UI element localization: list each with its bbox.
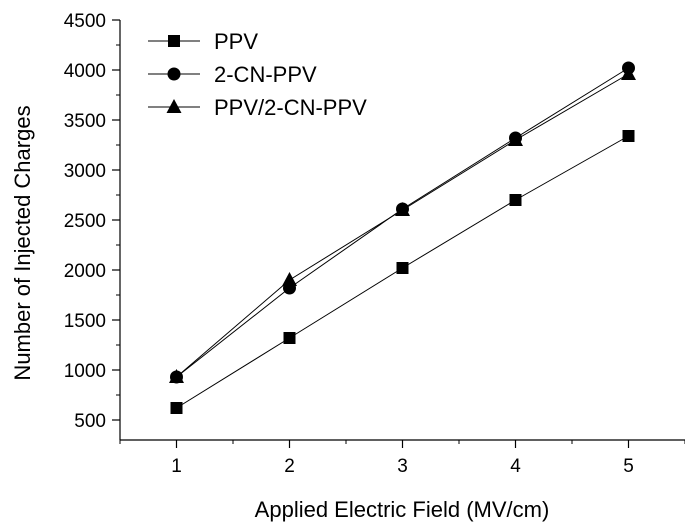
y-tick-label-2500: 2500 — [64, 211, 106, 232]
x-tick-label-5: 5 — [623, 456, 634, 477]
x-axis-label: Applied Electric Field (MV/cm) — [255, 497, 550, 522]
legend: PPV 2-CN-PPV PPV/2-CN-PPV — [148, 29, 367, 120]
legend-label: 2-CN-PPV — [214, 62, 317, 87]
legend-marker — [166, 99, 182, 113]
data-point — [170, 402, 183, 414]
axes: 500 1000 1500 2000 2500 3000 3500 4000 4500 1 2 3 4 5 — [64, 11, 685, 477]
legend-marker — [167, 67, 181, 81]
series-layer — [169, 61, 636, 414]
legend-label: PPV/2-CN-PPV — [214, 95, 367, 120]
x-tick-label-3: 3 — [397, 456, 408, 477]
data-point — [283, 332, 296, 344]
data-point — [622, 130, 635, 142]
data-point — [621, 66, 636, 80]
y-tick-label-500: 500 — [74, 411, 106, 432]
y-tick-label-4000: 4000 — [64, 61, 106, 82]
x-tick-label-2: 2 — [284, 456, 295, 477]
data-point — [508, 132, 523, 146]
data-point — [282, 272, 297, 286]
x-tick-label-4: 4 — [510, 456, 521, 477]
y-tick-label-2000: 2000 — [64, 261, 106, 282]
y-tick-label-1000: 1000 — [64, 361, 106, 382]
y-tick-label-3500: 3500 — [64, 111, 106, 132]
y-tick-label-4500: 4500 — [64, 11, 106, 32]
x-tick-label-1: 1 — [171, 456, 182, 477]
legend-label: PPV — [214, 29, 258, 54]
series-0 — [170, 130, 635, 414]
data-point — [396, 262, 409, 274]
y-tick-label-1500: 1500 — [64, 311, 106, 332]
series-2 — [169, 66, 636, 383]
y-tick-label-3000: 3000 — [64, 161, 106, 182]
legend-marker — [168, 35, 180, 47]
data-point — [169, 369, 184, 383]
data-point — [395, 202, 410, 216]
legend-item-2: PPV/2-CN-PPV — [148, 95, 367, 120]
legend-item-0: PPV — [148, 29, 258, 54]
y-axis-label: Number of Injected Charges — [10, 105, 35, 380]
data-point — [509, 194, 522, 206]
legend-item-1: 2-CN-PPV — [148, 62, 317, 87]
